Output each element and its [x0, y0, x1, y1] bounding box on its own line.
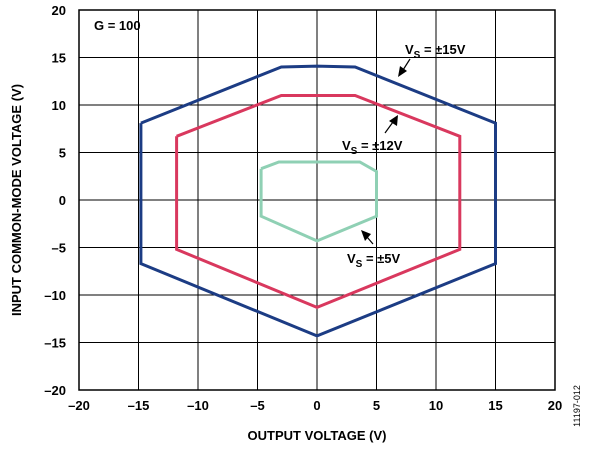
x-tick-label: –15: [128, 398, 150, 413]
x-tick-label: 0: [313, 398, 320, 413]
data-series: [139, 64, 497, 338]
figure-id: 11197-012: [572, 385, 582, 427]
x-tick-label: 15: [488, 398, 502, 413]
leader-arrow-vs12: [384, 115, 398, 134]
y-tick-label: 20: [52, 3, 66, 18]
gain-label: G = 100: [94, 18, 141, 33]
y-tick-label: –15: [44, 336, 66, 351]
y-tick-label: 10: [52, 98, 66, 113]
x-tick-label: –5: [250, 398, 264, 413]
y-tick-labels: –20 –15 –10 –5 0 5 10 15 20: [44, 3, 66, 398]
y-tick-label: –20: [44, 383, 66, 398]
curve-vs5: [259, 160, 378, 243]
x-axis-title: OUTPUT VOLTAGE (V): [248, 428, 387, 443]
x-tick-label: –10: [187, 398, 209, 413]
y-tick-label: –5: [52, 241, 66, 256]
y-axis-title: INPUT COMMON-MODE VOLTAGE (V): [9, 84, 24, 316]
y-tick-label: –10: [44, 288, 66, 303]
series-label-vs5: VS = ±5V: [347, 251, 401, 270]
leader-arrow-vs15: [398, 58, 411, 77]
x-tick-labels: –20 –15 –10 –5 0 5 10 15 20: [68, 398, 562, 413]
y-tick-label: 0: [59, 193, 66, 208]
x-tick-label: 10: [429, 398, 443, 413]
y-tick-label: 15: [52, 51, 66, 66]
x-tick-label: 20: [548, 398, 562, 413]
leader-arrow-vs5: [361, 230, 374, 245]
series-label-vs15: VS = ±15V: [405, 42, 466, 61]
plot-frame: [78, 9, 556, 391]
x-tick-label: 5: [373, 398, 380, 413]
series-label-vs12: VS = ±12V: [342, 138, 403, 157]
curve-vs12: [175, 94, 462, 310]
x-tick-label: –20: [68, 398, 90, 413]
curve-vs15: [139, 64, 497, 338]
y-tick-label: 5: [59, 146, 66, 161]
